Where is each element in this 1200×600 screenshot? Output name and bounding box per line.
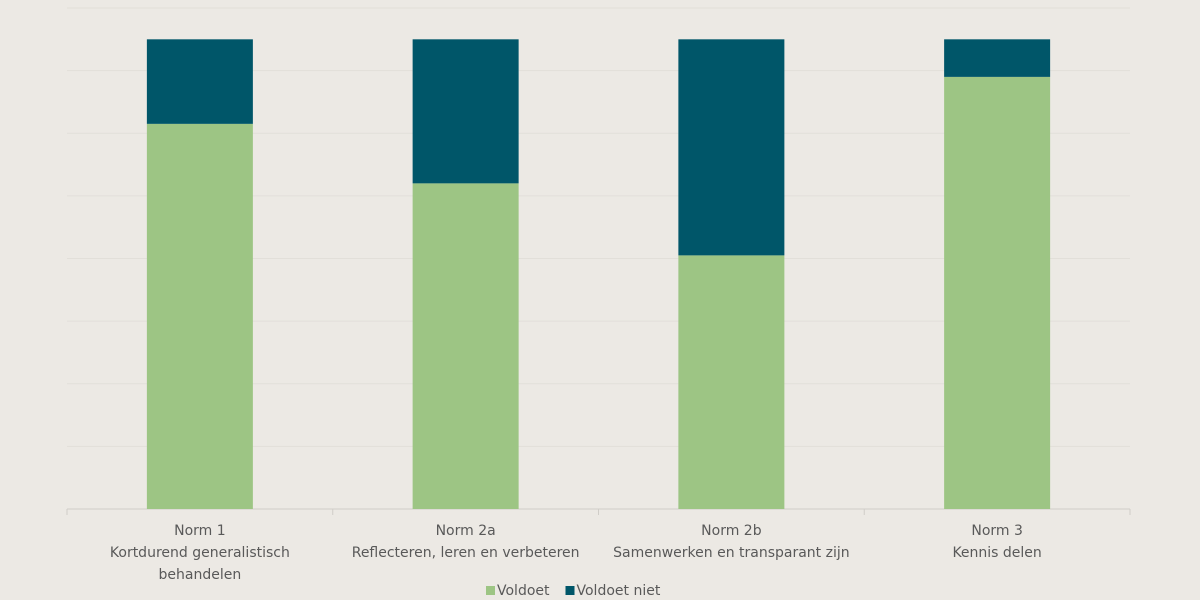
bar-segment [678, 39, 785, 256]
bar-segment [412, 39, 519, 184]
x-tick-label-line: Norm 2a [436, 523, 496, 539]
x-tick-label-line: Norm 1 [174, 523, 226, 539]
legend-label: Voldoet [497, 583, 550, 599]
x-tick-label-line: Samenwerken en transparant zijn [613, 545, 850, 561]
x-tick-label-line: Norm 2b [701, 523, 762, 539]
bar-segment [146, 123, 253, 509]
x-tick-label: Norm 1 Kortdurend generalistisch behandele… [110, 523, 290, 583]
x-tick-label-line: Reflecteren, leren en verbeteren [352, 545, 580, 561]
bar-segment [944, 76, 1051, 509]
x-tick-label-line: Norm 3 [971, 523, 1023, 539]
bar-segment [678, 255, 785, 509]
x-tick-label-line: behandelen [159, 567, 242, 583]
bar-segment [146, 39, 253, 124]
bar-segment [412, 183, 519, 509]
x-tick-label: Norm 3 Kennis delen [952, 523, 1041, 561]
x-tick-label-line: Kennis delen [952, 545, 1041, 561]
x-tick-label: Norm 2b Samenwerken en transparant zijn [613, 523, 850, 561]
legend-swatch [486, 586, 495, 595]
x-tick-label-line: Kortdurend generalistisch [110, 545, 290, 561]
legend-swatch [565, 586, 575, 595]
bar-segment [944, 39, 1051, 77]
x-tick-label: Norm 2a Reflecteren, leren en verbeteren [352, 523, 580, 561]
legend-label: Voldoet niet [577, 583, 661, 599]
